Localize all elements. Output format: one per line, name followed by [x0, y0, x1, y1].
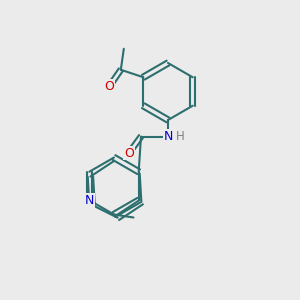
Text: O: O: [104, 80, 114, 93]
Text: N: N: [85, 194, 94, 207]
Text: N: N: [163, 130, 173, 143]
Text: O: O: [124, 146, 134, 160]
Text: H: H: [176, 130, 184, 143]
